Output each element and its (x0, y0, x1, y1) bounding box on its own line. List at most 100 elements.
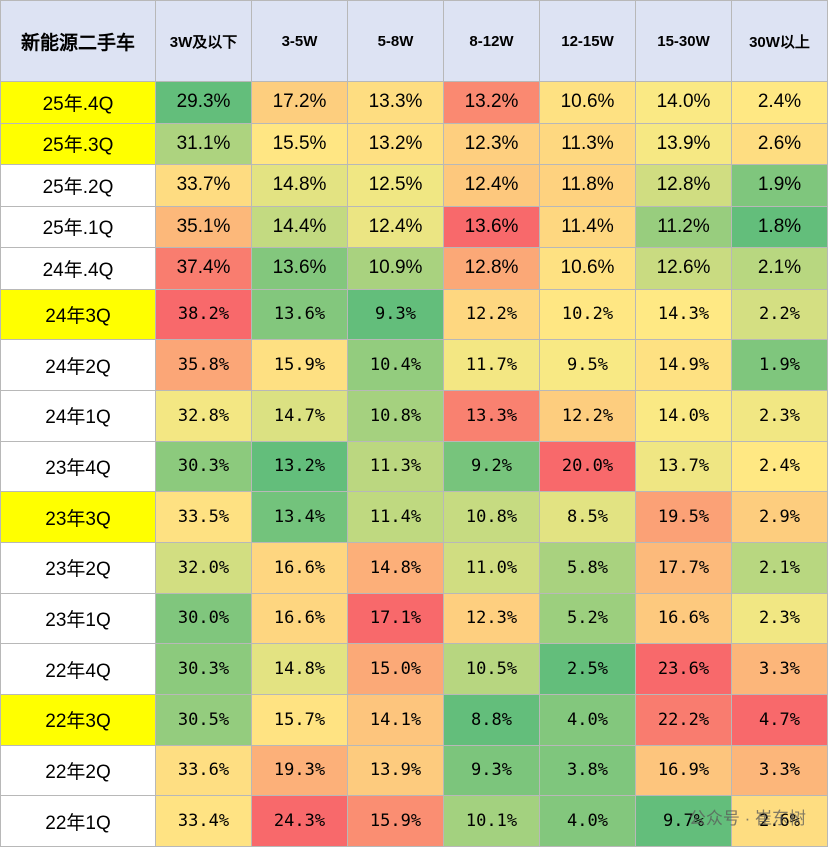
table-row: 24年1Q 32.8% 14.7% 10.8% 13.3% 12.2% 14.0% 2.3% (0, 389, 828, 442)
heat-cell: 10.8% (443, 491, 540, 543)
heat-cell: 14.8% (251, 643, 348, 695)
row-label: 25年.2Q (0, 164, 156, 207)
heat-cell: 20.0% (539, 440, 636, 493)
header-cell: 30W以上 (731, 0, 828, 82)
heat-cell: 3.3% (731, 744, 828, 797)
heat-cell: 2.9% (731, 491, 828, 543)
heat-cell: 2.2% (731, 288, 828, 341)
heat-cell: 35.8% (155, 339, 252, 391)
heat-cell: 11.0% (443, 541, 540, 594)
heat-cell: 1.9% (731, 164, 828, 207)
heat-cell: 15.9% (347, 795, 444, 847)
heat-cell: 15.0% (347, 643, 444, 695)
heat-cell: 10.2% (539, 288, 636, 341)
row-label: 25年.1Q (0, 205, 156, 249)
heat-cell: 9.5% (539, 339, 636, 391)
table-row: 23年1Q 30.0% 16.6% 17.1% 12.3% 5.2% 16.6% 2.3% (0, 592, 828, 645)
table-row: 25年.1Q 35.1% 14.4% 12.4% 13.6% 11.4% 11.2% 1.8% (0, 205, 828, 249)
table-row: 23年3Q 33.5% 13.4% 11.4% 10.8% 8.5% 19.5% 2.9% (0, 491, 828, 543)
heat-cell: 29.3% (155, 81, 252, 124)
heat-cell: 13.2% (443, 81, 540, 124)
heat-cell: 9.3% (443, 744, 540, 797)
heat-cell: 13.6% (443, 205, 540, 249)
heat-cell: 14.1% (347, 693, 444, 746)
heat-cell: 24.3% (251, 795, 348, 847)
row-label: 23年3Q (0, 491, 156, 543)
heat-cell: 10.1% (443, 795, 540, 847)
heat-cell: 30.5% (155, 693, 252, 746)
heat-cell: 1.9% (731, 339, 828, 391)
heat-cell: 19.3% (251, 744, 348, 797)
heat-cell: 33.6% (155, 744, 252, 797)
header-cell: 8-12W (443, 0, 540, 82)
heat-cell: 14.7% (251, 389, 348, 442)
heat-cell: 14.0% (635, 389, 732, 442)
heat-cell: 12.8% (443, 247, 540, 290)
heat-cell: 2.6% (731, 795, 828, 847)
heat-cell: 10.4% (347, 339, 444, 391)
table-row: 25年.2Q 33.7% 14.8% 12.5% 12.4% 11.8% 12.8% 1.9% (0, 164, 828, 207)
row-label: 22年3Q (0, 693, 156, 746)
header-cell: 12-15W (539, 0, 636, 82)
heat-cell: 11.4% (347, 491, 444, 543)
heat-cell: 16.6% (635, 592, 732, 645)
heat-cell: 30.3% (155, 440, 252, 493)
heat-cell: 4.7% (731, 693, 828, 746)
heat-cell: 10.6% (539, 81, 636, 124)
heat-cell: 13.6% (251, 247, 348, 290)
row-label: 24年2Q (0, 339, 156, 391)
heat-cell: 14.0% (635, 81, 732, 124)
heat-cell: 3.8% (539, 744, 636, 797)
table-row: 23年4Q 30.3% 13.2% 11.3% 9.2% 20.0% 13.7% 2.4% (0, 440, 828, 493)
heat-cell: 1.8% (731, 205, 828, 249)
heat-cell: 19.5% (635, 491, 732, 543)
row-label: 22年1Q (0, 795, 156, 847)
heat-cell: 13.2% (251, 440, 348, 493)
heat-cell: 12.8% (635, 164, 732, 207)
heat-cell: 35.1% (155, 205, 252, 249)
heat-cell: 14.8% (251, 164, 348, 207)
heat-cell: 11.3% (347, 440, 444, 493)
heat-cell: 13.7% (635, 440, 732, 493)
heat-cell: 11.3% (539, 122, 636, 166)
heat-cell: 8.5% (539, 491, 636, 543)
heat-cell: 2.1% (731, 541, 828, 594)
row-label: 23年1Q (0, 592, 156, 645)
row-label: 25年.3Q (0, 122, 156, 166)
heat-cell: 33.4% (155, 795, 252, 847)
heat-cell: 31.1% (155, 122, 252, 166)
table-row: 22年4Q 30.3% 14.8% 15.0% 10.5% 2.5% 23.6% 3.3% (0, 643, 828, 695)
heat-cell: 30.0% (155, 592, 252, 645)
row-label: 24年.4Q (0, 247, 156, 290)
heat-cell: 5.8% (539, 541, 636, 594)
heat-cell: 12.3% (443, 592, 540, 645)
heat-cell: 5.2% (539, 592, 636, 645)
heat-cell: 14.3% (635, 288, 732, 341)
heat-cell: 10.6% (539, 247, 636, 290)
heat-cell: 13.3% (443, 389, 540, 442)
heat-cell: 30.3% (155, 643, 252, 695)
heat-cell: 10.5% (443, 643, 540, 695)
heat-cell: 14.8% (347, 541, 444, 594)
heat-cell: 9.2% (443, 440, 540, 493)
heat-cell: 14.4% (251, 205, 348, 249)
table-row: 22年2Q 33.6% 19.3% 13.9% 9.3% 3.8% 16.9% 3.3% (0, 744, 828, 797)
heat-cell: 16.6% (251, 541, 348, 594)
heat-cell: 16.6% (251, 592, 348, 645)
heat-cell: 11.4% (539, 205, 636, 249)
watermark: 公众号 · 崔东树 (688, 809, 806, 828)
heat-cell: 13.6% (251, 288, 348, 341)
heat-cell: 32.8% (155, 389, 252, 442)
heat-cell: 11.8% (539, 164, 636, 207)
table-body: 25年.4Q 29.3% 17.2% 13.3% 13.2% 10.6% 14.0% 2.4%… (0, 81, 828, 847)
header-cell: 3-5W (251, 0, 348, 82)
heat-cell: 8.8% (443, 693, 540, 746)
header-cell: 15-30W (635, 0, 732, 82)
heat-cell: 2.3% (731, 592, 828, 645)
heat-cell: 12.3% (443, 122, 540, 166)
heat-cell: 4.0% (539, 693, 636, 746)
heat-cell: 2.1% (731, 247, 828, 290)
heat-cell: 33.5% (155, 491, 252, 543)
heat-cell: 2.5% (539, 643, 636, 695)
